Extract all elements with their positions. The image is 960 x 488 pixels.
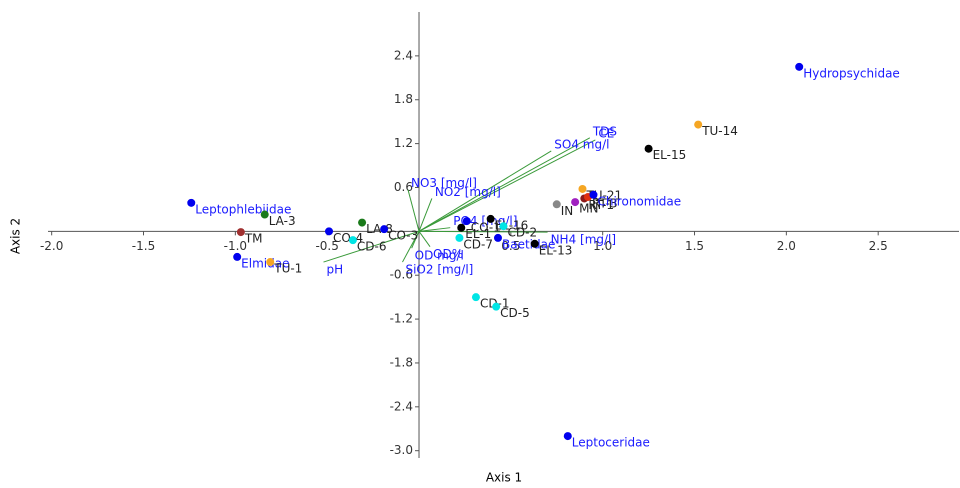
point-label: Elmidae bbox=[241, 256, 289, 270]
vector-label: OD mg/l bbox=[415, 249, 464, 263]
vector bbox=[323, 230, 420, 263]
point bbox=[493, 233, 502, 242]
x-tick-label: -0.5 bbox=[315, 239, 338, 253]
point bbox=[236, 228, 245, 237]
point bbox=[589, 190, 598, 199]
point bbox=[455, 233, 464, 242]
point bbox=[492, 302, 501, 311]
vector bbox=[419, 230, 548, 233]
vector-label: TDS bbox=[592, 124, 617, 138]
point-label: TU-14 bbox=[701, 124, 738, 138]
y-tick-label: 1.2 bbox=[394, 136, 413, 150]
vector-label: pH bbox=[327, 263, 344, 277]
vector bbox=[402, 231, 420, 263]
vector bbox=[418, 198, 433, 232]
point bbox=[187, 198, 196, 207]
vector-label: SiO2 [mg/l] bbox=[405, 263, 473, 277]
point bbox=[563, 432, 572, 441]
x-axis-label: Axis 1 bbox=[486, 471, 522, 485]
x-tick-label: -1.0 bbox=[224, 239, 247, 253]
point-label: LA-8 bbox=[366, 222, 393, 236]
point-label: MN bbox=[579, 202, 598, 216]
point-label: RT-3 bbox=[592, 196, 618, 210]
point-label: CD-5 bbox=[500, 306, 530, 320]
vector bbox=[418, 227, 451, 232]
point-label: LA-3 bbox=[269, 214, 296, 228]
y-tick-label: -1.8 bbox=[390, 355, 413, 369]
point-label: CO-3 bbox=[388, 229, 418, 243]
point-label: TU-1 bbox=[273, 262, 302, 276]
point-label: Baetidae bbox=[502, 237, 555, 251]
vector-label: OD% bbox=[433, 247, 463, 261]
y-tick-label: -1.2 bbox=[390, 312, 413, 326]
point bbox=[552, 200, 561, 209]
point-label: EL-1 bbox=[465, 227, 491, 241]
point bbox=[260, 210, 269, 219]
point-label: IN bbox=[561, 204, 574, 218]
vector bbox=[418, 150, 552, 232]
point-label: Hydropsychidae bbox=[803, 66, 900, 80]
vector bbox=[418, 137, 591, 232]
point bbox=[471, 293, 480, 302]
x-tick-label: 1.0 bbox=[593, 239, 612, 253]
point bbox=[571, 198, 580, 207]
vector-label: CE bbox=[598, 126, 614, 140]
point bbox=[486, 214, 495, 223]
point-label: TM bbox=[244, 232, 263, 246]
point-label: EL-15 bbox=[653, 148, 687, 162]
point bbox=[348, 236, 357, 245]
y-tick-label: -2.4 bbox=[390, 399, 413, 413]
x-tick-label: -1.5 bbox=[132, 239, 155, 253]
vector-label: NO3 [mg/l] bbox=[411, 176, 477, 190]
x-tick-label: 1.5 bbox=[685, 239, 704, 253]
x-tick-label: -2.0 bbox=[40, 239, 63, 253]
point bbox=[644, 144, 653, 153]
vector-label: NH4 [mg/l] bbox=[551, 233, 617, 247]
point-label: CO-1 bbox=[471, 221, 501, 235]
point bbox=[233, 252, 242, 261]
point bbox=[694, 120, 703, 129]
point bbox=[457, 223, 466, 232]
point bbox=[499, 222, 508, 231]
point bbox=[325, 227, 334, 236]
point-label: CD-7 bbox=[463, 237, 493, 251]
y-axis-label: Axis 2 bbox=[9, 218, 23, 254]
point bbox=[266, 258, 275, 267]
vector bbox=[418, 139, 596, 232]
point bbox=[578, 184, 587, 193]
vector bbox=[407, 189, 420, 232]
point bbox=[358, 218, 367, 227]
point bbox=[462, 217, 471, 226]
vector-label: SO4 mg/l bbox=[554, 137, 609, 151]
x-tick-label: 2.0 bbox=[777, 239, 796, 253]
point-label: Leptoceridae bbox=[572, 436, 650, 450]
y-tick-label: 1.8 bbox=[394, 92, 413, 106]
point-label: EL-13 bbox=[539, 243, 573, 257]
x-tick-label: 2.5 bbox=[869, 239, 888, 253]
point bbox=[380, 225, 389, 234]
point bbox=[530, 239, 539, 248]
vector bbox=[418, 231, 431, 247]
y-tick-label: -3.0 bbox=[390, 443, 413, 457]
vector-label: NO2 [mg/l] bbox=[435, 185, 501, 199]
point-label: CD-6 bbox=[357, 240, 387, 254]
x-tick-label: 0.5 bbox=[501, 239, 520, 253]
point-label: CD-2 bbox=[508, 226, 538, 240]
point-label: Chironomidae bbox=[597, 194, 681, 208]
y-tick-label: 2.4 bbox=[394, 48, 413, 62]
y-tick-label: -0.6 bbox=[390, 268, 413, 282]
point bbox=[795, 62, 804, 71]
point-label: RT-1 bbox=[588, 198, 614, 212]
